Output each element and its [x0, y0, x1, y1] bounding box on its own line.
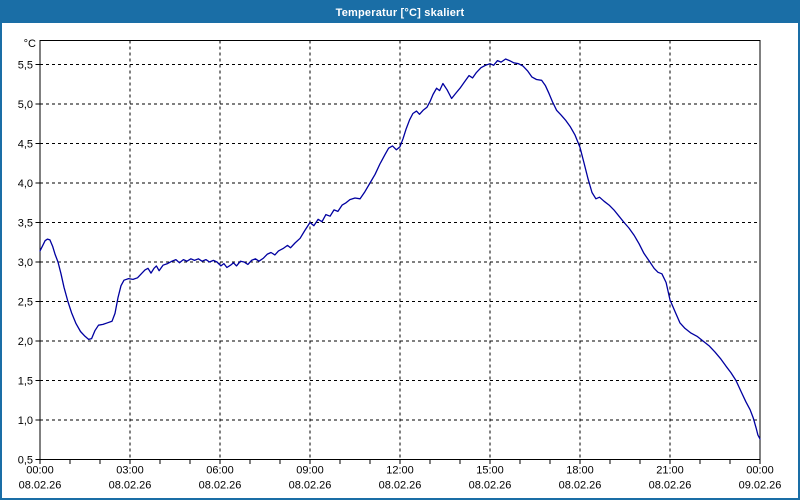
x-axis-time-label: 21:00 [656, 465, 684, 477]
y-axis-tick-label: 5,5 [18, 60, 33, 72]
y-axis-unit-label: °C [24, 38, 36, 50]
y-axis-tick-label: 2,5 [18, 297, 33, 309]
y-axis-tick-label: 4,0 [18, 178, 33, 190]
y-axis-tick-label: 3,5 [18, 218, 33, 230]
window-title-bar[interactable]: Temperatur [°C] skaliert [2, 2, 798, 23]
x-axis-date-label: 08.02.26 [379, 480, 422, 492]
x-axis-time-label: 12:00 [386, 465, 414, 477]
x-axis-date-label: 08.02.26 [109, 480, 152, 492]
x-axis-time-label: 06:00 [206, 465, 234, 477]
x-axis-date-label: 09.02.26 [739, 480, 782, 492]
window-title: Temperatur [°C] skaliert [335, 6, 465, 19]
x-axis-date-label: 08.02.26 [559, 480, 602, 492]
x-axis-date-label: 08.02.26 [289, 480, 332, 492]
x-axis-time-label: 18:00 [566, 465, 594, 477]
temperature-line-chart: 0,5 1,0 1,5 2,0 2,5 3,0 3,5 4,0 4,5 5,0 5,5 °C 00:00… [18, 38, 782, 492]
x-axis-date-label: 08.02.26 [199, 480, 242, 492]
x-axis-date-label: 08.02.26 [649, 480, 692, 492]
y-axis-tick-label: 1,5 [18, 376, 33, 388]
y-axis-tick-label: 0,5 [18, 455, 33, 467]
x-axis-time-label: 15:00 [476, 465, 504, 477]
y-axis-tick-label: 3,0 [18, 257, 33, 269]
y-axis-tick-label: 5,0 [18, 99, 33, 111]
y-axis-tick-label: 1,0 [18, 415, 33, 427]
chart-client-area: 0,5 1,0 1,5 2,0 2,5 3,0 3,5 4,0 4,5 5,0 5,5 °C 00:00… [2, 23, 798, 498]
x-axis-time-label: 03:00 [116, 465, 144, 477]
temperature-series-line [39, 58, 761, 440]
x-axis-time-label: 00:00 [746, 465, 774, 477]
x-axis-date-label: 08.02.26 [469, 480, 512, 492]
y-axis-tick-label: 4,5 [18, 139, 33, 151]
x-axis-time-label: 00:00 [26, 465, 54, 477]
x-axis-date-label: 08.02.26 [19, 480, 62, 492]
x-axis-time-label: 09:00 [296, 465, 324, 477]
y-axis-tick-label: 2,0 [18, 336, 33, 348]
